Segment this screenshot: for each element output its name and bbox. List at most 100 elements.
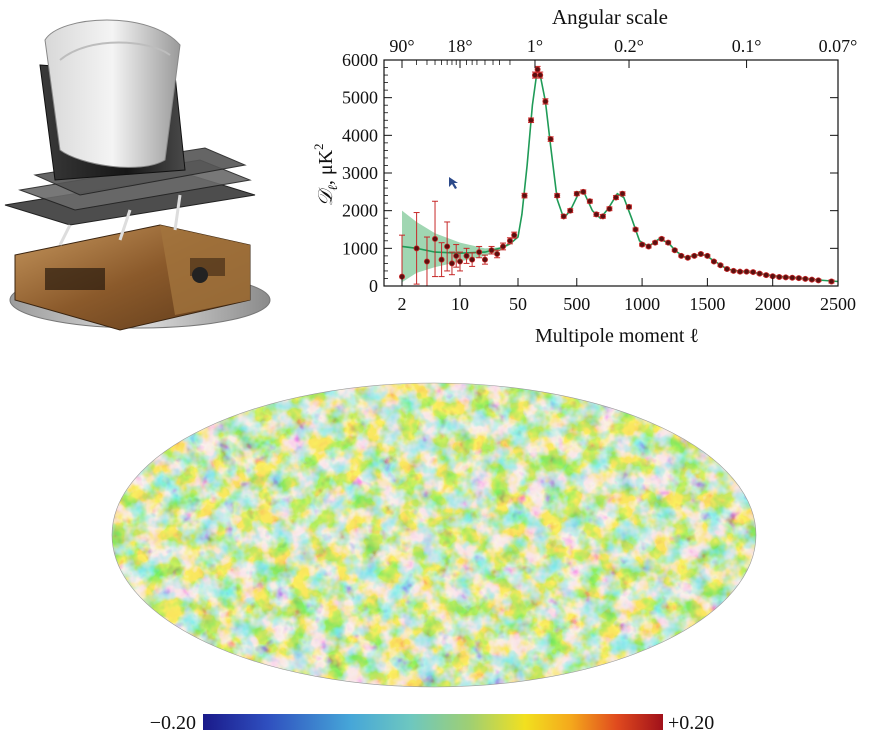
point-marker [704, 252, 711, 259]
point-marker [463, 252, 470, 259]
colorbar-min-label: −0.20 [150, 712, 196, 734]
data-point-47 [697, 250, 704, 257]
data-point-48 [704, 252, 711, 259]
point-marker [438, 256, 445, 263]
point-marker [795, 275, 802, 282]
point-marker [521, 192, 528, 199]
point-marker [815, 277, 822, 284]
data-point-25 [554, 192, 561, 199]
data-point-43 [671, 247, 678, 254]
point-marker [645, 243, 652, 250]
y-tick-label: 4000 [342, 125, 378, 145]
point-marker [469, 256, 476, 263]
data-point-2 [423, 236, 430, 287]
y-axis-label-main: 𝒟 [315, 187, 337, 207]
x-tick-label: 1500 [689, 294, 725, 314]
top-tick-label: 0.07° [819, 36, 858, 56]
data-point-46 [691, 252, 698, 259]
point-marker [756, 270, 763, 277]
point-marker [678, 252, 685, 259]
data-point-26 [560, 213, 567, 220]
y-tick-label: 1000 [342, 238, 378, 258]
top-tick-label: 0.2° [614, 36, 644, 56]
point-marker [802, 275, 809, 282]
data-point-24 [547, 136, 554, 143]
point-marker [639, 241, 646, 248]
point-marker [717, 262, 724, 269]
x-tick-label: 2 [398, 294, 407, 314]
data-point-65 [815, 277, 822, 284]
data-point-59 [776, 273, 783, 280]
x-tick-label: 2500 [820, 294, 856, 314]
point-marker [580, 188, 587, 195]
point-marker [782, 274, 789, 281]
point-marker [789, 274, 796, 281]
point-marker [554, 192, 561, 199]
data-point-15 [500, 242, 507, 251]
cursor-icon [449, 177, 458, 189]
data-point-45 [684, 254, 691, 261]
x-tick-label: 2000 [755, 294, 791, 314]
data-point-54 [743, 268, 750, 275]
data-point-33 [606, 205, 613, 212]
data-point-63 [802, 275, 809, 282]
data-point-57 [763, 272, 770, 279]
data-point-62 [795, 275, 802, 282]
data-point-7 [453, 244, 460, 268]
point-marker [476, 249, 483, 256]
x-axis-label: Multipole moment ℓ [535, 325, 699, 347]
data-point-4 [438, 242, 445, 278]
colorbar-gradient [203, 714, 663, 730]
data-point-17 [511, 231, 518, 239]
data-point-36 [626, 203, 633, 210]
data-point-52 [730, 267, 737, 274]
data-point-51 [723, 266, 730, 273]
data-point-19 [528, 117, 535, 124]
data-point-60 [782, 274, 789, 281]
data-point-23 [542, 98, 549, 105]
data-point-55 [750, 269, 757, 276]
point-marker [626, 203, 633, 210]
point-marker [547, 136, 554, 143]
point-marker [730, 267, 737, 274]
data-point-34 [612, 194, 619, 201]
x-tick-label: 1000 [624, 294, 660, 314]
y-tick-label: 0 [369, 276, 378, 296]
cmb-sky-map [111, 382, 757, 688]
sky-map-field [112, 383, 756, 687]
point-marker [743, 268, 750, 275]
data-point-9 [463, 247, 470, 264]
data-point-0 [398, 234, 405, 287]
point-marker [511, 232, 518, 239]
point-marker [665, 239, 672, 246]
x-tick-label: 10 [451, 294, 469, 314]
data-point-53 [737, 268, 744, 275]
y-tick-label: 3000 [342, 163, 378, 183]
data-point-32 [599, 213, 606, 220]
point-marker [456, 258, 463, 265]
data-point-29 [580, 188, 587, 195]
data-points [398, 65, 835, 287]
point-marker [697, 250, 704, 257]
point-marker [537, 72, 544, 79]
data-point-3 [432, 200, 439, 278]
point-marker [828, 278, 835, 285]
point-marker [413, 245, 420, 252]
y-tick-labels: 0 1000 2000 3000 4000 5000 6000 [342, 50, 378, 296]
point-marker [763, 272, 770, 279]
y-tick-label: 2000 [342, 201, 378, 221]
data-point-8 [456, 251, 463, 272]
point-marker [593, 211, 600, 218]
data-point-39 [645, 243, 652, 250]
cosmic-variance-band-area [402, 210, 518, 283]
y-axis-label-sub: ℓ [325, 185, 340, 191]
data-point-18 [521, 192, 528, 199]
cosmic-variance-band [402, 210, 518, 283]
data-point-12 [481, 254, 488, 265]
point-marker [671, 247, 678, 254]
data-point-66 [828, 278, 835, 285]
data-point-27 [567, 207, 574, 214]
y-axis-label-rest: , μK [315, 149, 337, 185]
top-tick-label: 18° [447, 36, 472, 56]
